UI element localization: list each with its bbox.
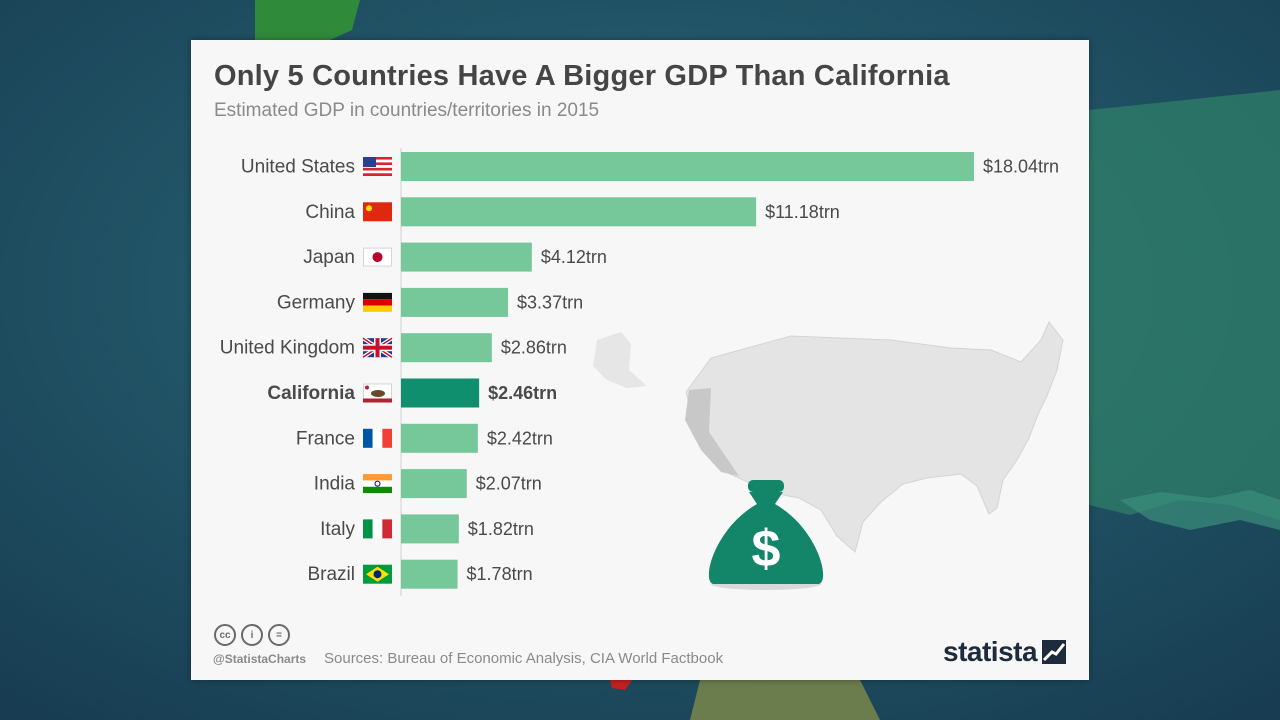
india-flag-icon (363, 474, 392, 494)
value-label: $1.78trn (467, 564, 533, 584)
italy-flag-icon (363, 519, 392, 539)
category-label: Japan (303, 247, 355, 268)
bars-group: United States $18.04trn China $11.18trn Japa… (220, 152, 1059, 589)
japan-flag-icon (363, 247, 392, 267)
money-bag-icon: $ (708, 480, 824, 590)
bar-italy (401, 514, 459, 544)
license-icons: cc i = (214, 624, 290, 646)
bar-india (401, 469, 467, 499)
by-icon: i (241, 624, 263, 646)
value-label: $2.07trn (476, 474, 542, 494)
germany-flag-icon (363, 292, 392, 312)
cc-icon: cc (214, 624, 236, 646)
category-label: France (296, 428, 355, 449)
bar-china (401, 197, 757, 227)
category-label: Brazil (307, 564, 355, 585)
california-map-shape (685, 388, 739, 476)
uk-flag-icon (361, 336, 394, 359)
value-label: $3.37trn (517, 292, 583, 312)
china-flag-icon (363, 202, 392, 222)
value-label: $2.86trn (501, 338, 567, 358)
california-flag-icon (363, 383, 392, 403)
category-label: California (267, 383, 355, 404)
us-mainland-shape (685, 321, 1064, 553)
bar-japan (401, 242, 532, 272)
statista-handle: @StatistaCharts (213, 652, 307, 666)
statista-logo-icon (1042, 640, 1066, 664)
bar-france (401, 423, 478, 453)
value-label: $2.42trn (487, 428, 553, 448)
value-label: $4.12trn (541, 247, 607, 267)
nd-icon: = (268, 624, 290, 646)
bar-united-kingdom (401, 333, 492, 363)
category-label: United Kingdom (220, 338, 355, 359)
category-label: India (314, 474, 356, 495)
value-label: $11.18trn (765, 202, 840, 222)
value-label: $1.82trn (468, 519, 534, 539)
chart-card: Only 5 Countries Have A Bigger GDP Than … (191, 40, 1089, 680)
alaska-map-shape (593, 332, 647, 388)
category-label: Germany (277, 292, 356, 313)
bar-california (401, 378, 480, 408)
category-label: Italy (320, 519, 355, 540)
brazil-flag-icon (363, 564, 392, 584)
chart-title: Only 5 Countries Have A Bigger GDP Than … (214, 60, 950, 92)
bar-united-states (401, 152, 974, 181)
category-label: United States (241, 157, 355, 178)
bar-chart: $ United States $18.04trn China $11.18trn Ja… (220, 148, 1064, 596)
money-bag-dollar-sign: $ (752, 520, 781, 578)
value-label: $18.04trn (983, 157, 1059, 177)
bar-brazil (401, 559, 458, 589)
source-note: Sources: Bureau of Economic Analysis, CI… (324, 650, 724, 667)
us-map-illustration (593, 321, 1064, 553)
chart-subtitle: Estimated GDP in countries/territories i… (214, 100, 600, 121)
statista-logo-text: statista (943, 636, 1038, 667)
us-flag-icon (363, 157, 392, 176)
value-label: $2.46trn (488, 383, 557, 403)
bar-germany (401, 287, 509, 317)
france-flag-icon (363, 428, 392, 448)
category-label: China (305, 202, 355, 223)
